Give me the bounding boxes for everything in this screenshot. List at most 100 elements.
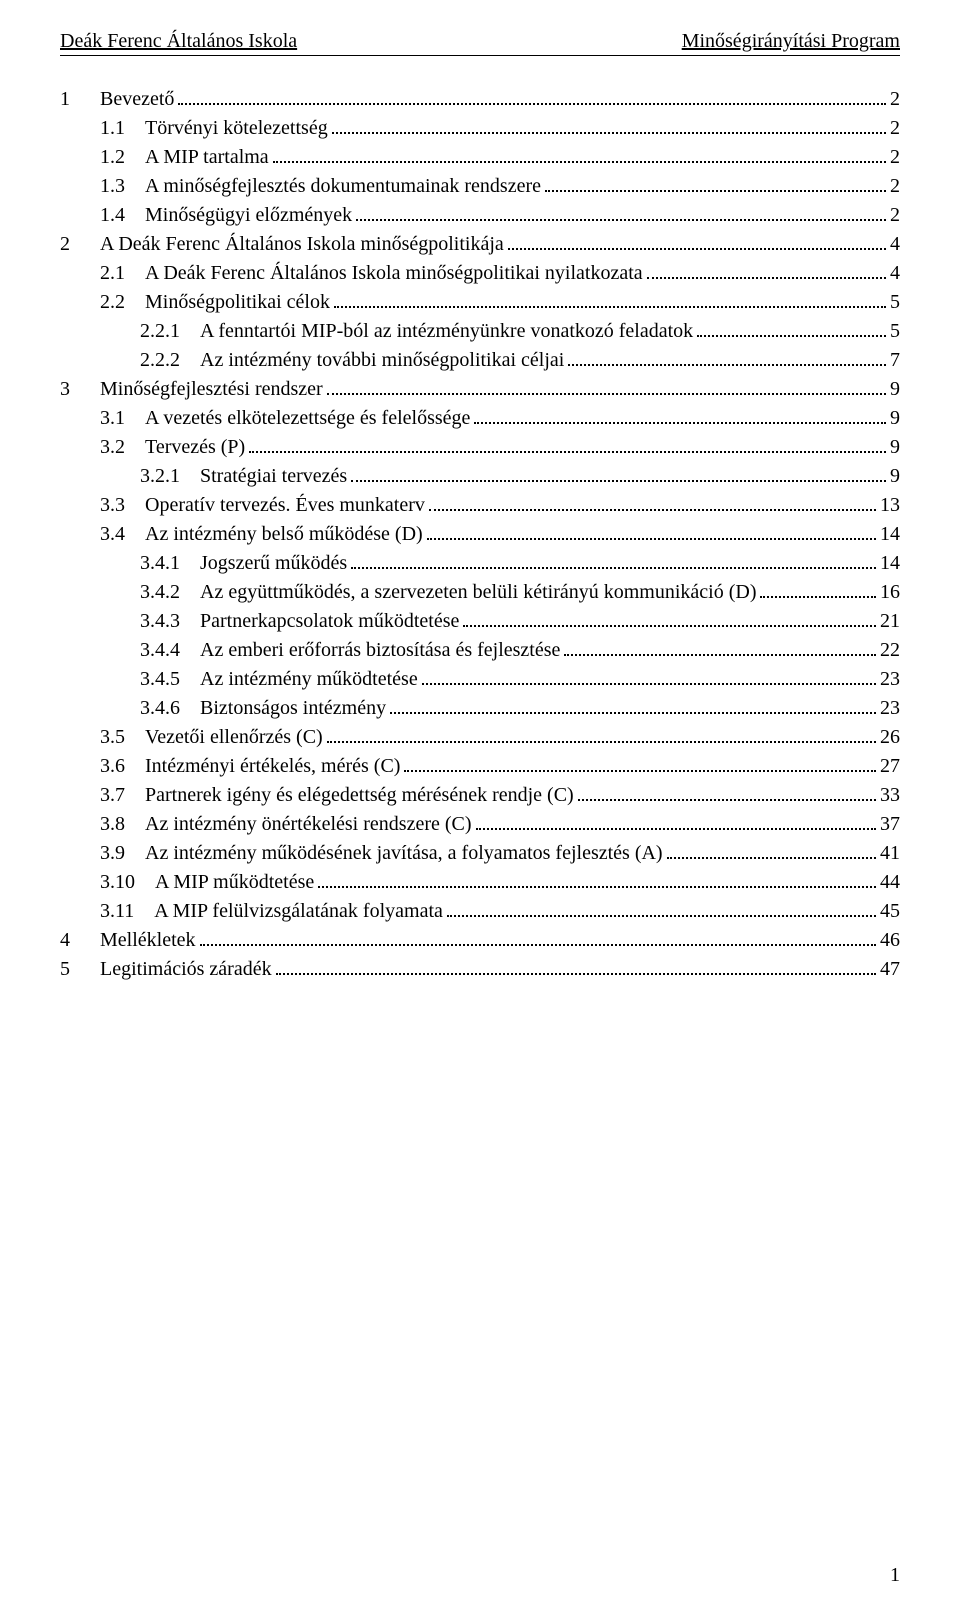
toc-entry-number: 5 — [60, 956, 100, 983]
toc-entry-label: Az intézmény további minőségpolitikai cé… — [200, 347, 564, 374]
toc-entry-label: A fenntartói MIP-ból az intézményünkre v… — [200, 318, 693, 345]
toc-leader-dots — [508, 232, 886, 250]
toc-entry-number: 3.7 — [100, 782, 145, 809]
toc-leader-dots — [578, 783, 876, 801]
toc-entry: 2.1 A Deák Ferenc Általános Iskola minős… — [60, 260, 900, 287]
toc-entry: 3.10 A MIP működtetése 44 — [60, 869, 900, 896]
toc-entry-number: 2.2.1 — [140, 318, 200, 345]
toc-entry-label: Minőségügyi előzmények — [145, 202, 352, 229]
toc-entry-label: Bevezető — [100, 86, 174, 113]
toc-entry-label: Partnerek igény és elégedettség méréséne… — [145, 782, 574, 809]
toc-entry-page: 44 — [880, 869, 900, 896]
toc-entry: 3.4.2 Az együttműködés, a szervezeten be… — [60, 579, 900, 606]
toc-entry-number: 3.4.1 — [140, 550, 200, 577]
toc-entry-page: 47 — [880, 956, 900, 983]
toc-entry: 3.9 Az intézmény működésének javítása, a… — [60, 840, 900, 867]
toc-entry-page: 41 — [880, 840, 900, 867]
toc-leader-dots — [351, 464, 886, 482]
toc-entry: 1.3 A minőségfejlesztés dokumentumainak … — [60, 173, 900, 200]
toc-entry-label: Törvényi kötelezettség — [145, 115, 328, 142]
toc-leader-dots — [447, 899, 876, 917]
toc-leader-dots — [568, 348, 886, 366]
toc-entry-label: Tervezés (P) — [145, 434, 245, 461]
toc-entry: 3.5 Vezetői ellenőrzés (C) 26 — [60, 724, 900, 751]
toc-entry-label: Partnerkapcsolatok működtetése — [200, 608, 459, 635]
toc-entry: 3.3 Operatív tervezés. Éves munkaterv 13 — [60, 492, 900, 519]
toc-entry-page: 7 — [890, 347, 900, 374]
toc-entry: 3.4.5 Az intézmény működtetése 23 — [60, 666, 900, 693]
toc-entry: 3 Minőségfejlesztési rendszer 9 — [60, 376, 900, 403]
toc-entry-number: 1.4 — [100, 202, 145, 229]
toc-entry: 3.6 Intézményi értékelés, mérés (C) 27 — [60, 753, 900, 780]
toc-entry-label: Az emberi erőforrás biztosítása és fejle… — [200, 637, 560, 664]
toc-entry-label: A Deák Ferenc Általános Iskola minőségpo… — [145, 260, 643, 287]
toc-entry-page: 26 — [880, 724, 900, 751]
toc-entry: 3.11 A MIP felülvizsgálatának folyamata … — [60, 898, 900, 925]
toc-entry-number: 3.4.3 — [140, 608, 200, 635]
toc-leader-dots — [697, 319, 886, 337]
toc-entry-page: 22 — [880, 637, 900, 664]
toc-entry: 3.2.1 Stratégiai tervezés 9 — [60, 463, 900, 490]
toc-entry-label: Az együttműködés, a szervezeten belüli k… — [200, 579, 756, 606]
toc-entry-number: 3.4 — [100, 521, 145, 548]
toc-leader-dots — [427, 522, 876, 540]
toc-entry: 2.2.2 Az intézmény további minőségpoliti… — [60, 347, 900, 374]
toc-entry: 2 A Deák Ferenc Általános Iskola minőség… — [60, 231, 900, 258]
toc-entry-label: Legitimációs záradék — [100, 956, 272, 983]
document-page: Deák Ferenc Általános Iskola Minőségirán… — [0, 0, 960, 1617]
page-header: Deák Ferenc Általános Iskola Minőségirán… — [60, 30, 900, 56]
toc-leader-dots — [356, 203, 886, 221]
toc-leader-dots — [760, 580, 876, 598]
toc-entry: 3.7 Partnerek igény és elégedettség méré… — [60, 782, 900, 809]
toc-entry-page: 16 — [880, 579, 900, 606]
header-right-title: Minőségirányítási Program — [682, 30, 900, 53]
toc-entry-page: 27 — [880, 753, 900, 780]
toc-leader-dots — [422, 667, 876, 685]
toc-entry-page: 2 — [890, 86, 900, 113]
toc-entry-page: 9 — [890, 405, 900, 432]
toc-entry-page: 23 — [880, 666, 900, 693]
toc-entry-label: Biztonságos intézmény — [200, 695, 386, 722]
toc-leader-dots — [476, 812, 876, 830]
toc-entry: 3.4.3 Partnerkapcsolatok működtetése 21 — [60, 608, 900, 635]
toc-entry-page: 9 — [890, 376, 900, 403]
toc-leader-dots — [463, 609, 876, 627]
toc-leader-dots — [545, 174, 886, 192]
toc-entry: 1.2 A MIP tartalma 2 — [60, 144, 900, 171]
toc-leader-dots — [332, 116, 886, 134]
toc-leader-dots — [404, 754, 876, 772]
toc-entry-label: Az intézmény önértékelési rendszere (C) — [145, 811, 472, 838]
toc-entry: 5 Legitimációs záradék 47 — [60, 956, 900, 983]
toc-entry-number: 2.2.2 — [140, 347, 200, 374]
toc-entry-number: 3 — [60, 376, 100, 403]
toc-entry-label: Vezetői ellenőrzés (C) — [145, 724, 323, 751]
toc-entry-page: 2 — [890, 144, 900, 171]
toc-entry: 3.4.1 Jogszerű működés 14 — [60, 550, 900, 577]
toc-leader-dots — [667, 841, 876, 859]
toc-entry-number: 3.3 — [100, 492, 145, 519]
toc-entry-number: 2.2 — [100, 289, 145, 316]
toc-entry-number: 3.8 — [100, 811, 145, 838]
toc-entry-page: 5 — [890, 289, 900, 316]
toc-leader-dots — [647, 261, 886, 279]
toc-entry-number: 3.10 — [100, 869, 155, 896]
toc-leader-dots — [351, 551, 876, 569]
toc-entry-label: A vezetés elkötelezettsége és felelősség… — [145, 405, 470, 432]
toc-entry-number: 3.1 — [100, 405, 145, 432]
toc-entry-label: A minőségfejlesztés dokumentumainak rend… — [145, 173, 541, 200]
toc-entry-page: 21 — [880, 608, 900, 635]
toc-entry-page: 2 — [890, 173, 900, 200]
toc-entry: 3.8 Az intézmény önértékelési rendszere … — [60, 811, 900, 838]
toc-entry-label: A MIP felülvizsgálatának folyamata — [154, 898, 443, 925]
toc-entry-page: 9 — [890, 434, 900, 461]
toc-entry-number: 3.4.6 — [140, 695, 200, 722]
toc-entry-number: 2.1 — [100, 260, 145, 287]
toc-entry: 2.2.1 A fenntartói MIP-ból az intézményü… — [60, 318, 900, 345]
toc-entry-number: 3.6 — [100, 753, 145, 780]
toc-entry-number: 3.2 — [100, 434, 145, 461]
toc-entry: 1.4 Minőségügyi előzmények 2 — [60, 202, 900, 229]
toc-entry: 3.1 A vezetés elkötelezettsége és felelő… — [60, 405, 900, 432]
toc-entry-number: 1.1 — [100, 115, 145, 142]
toc-entry-page: 14 — [880, 521, 900, 548]
toc-entry: 1.1 Törvényi kötelezettség 2 — [60, 115, 900, 142]
